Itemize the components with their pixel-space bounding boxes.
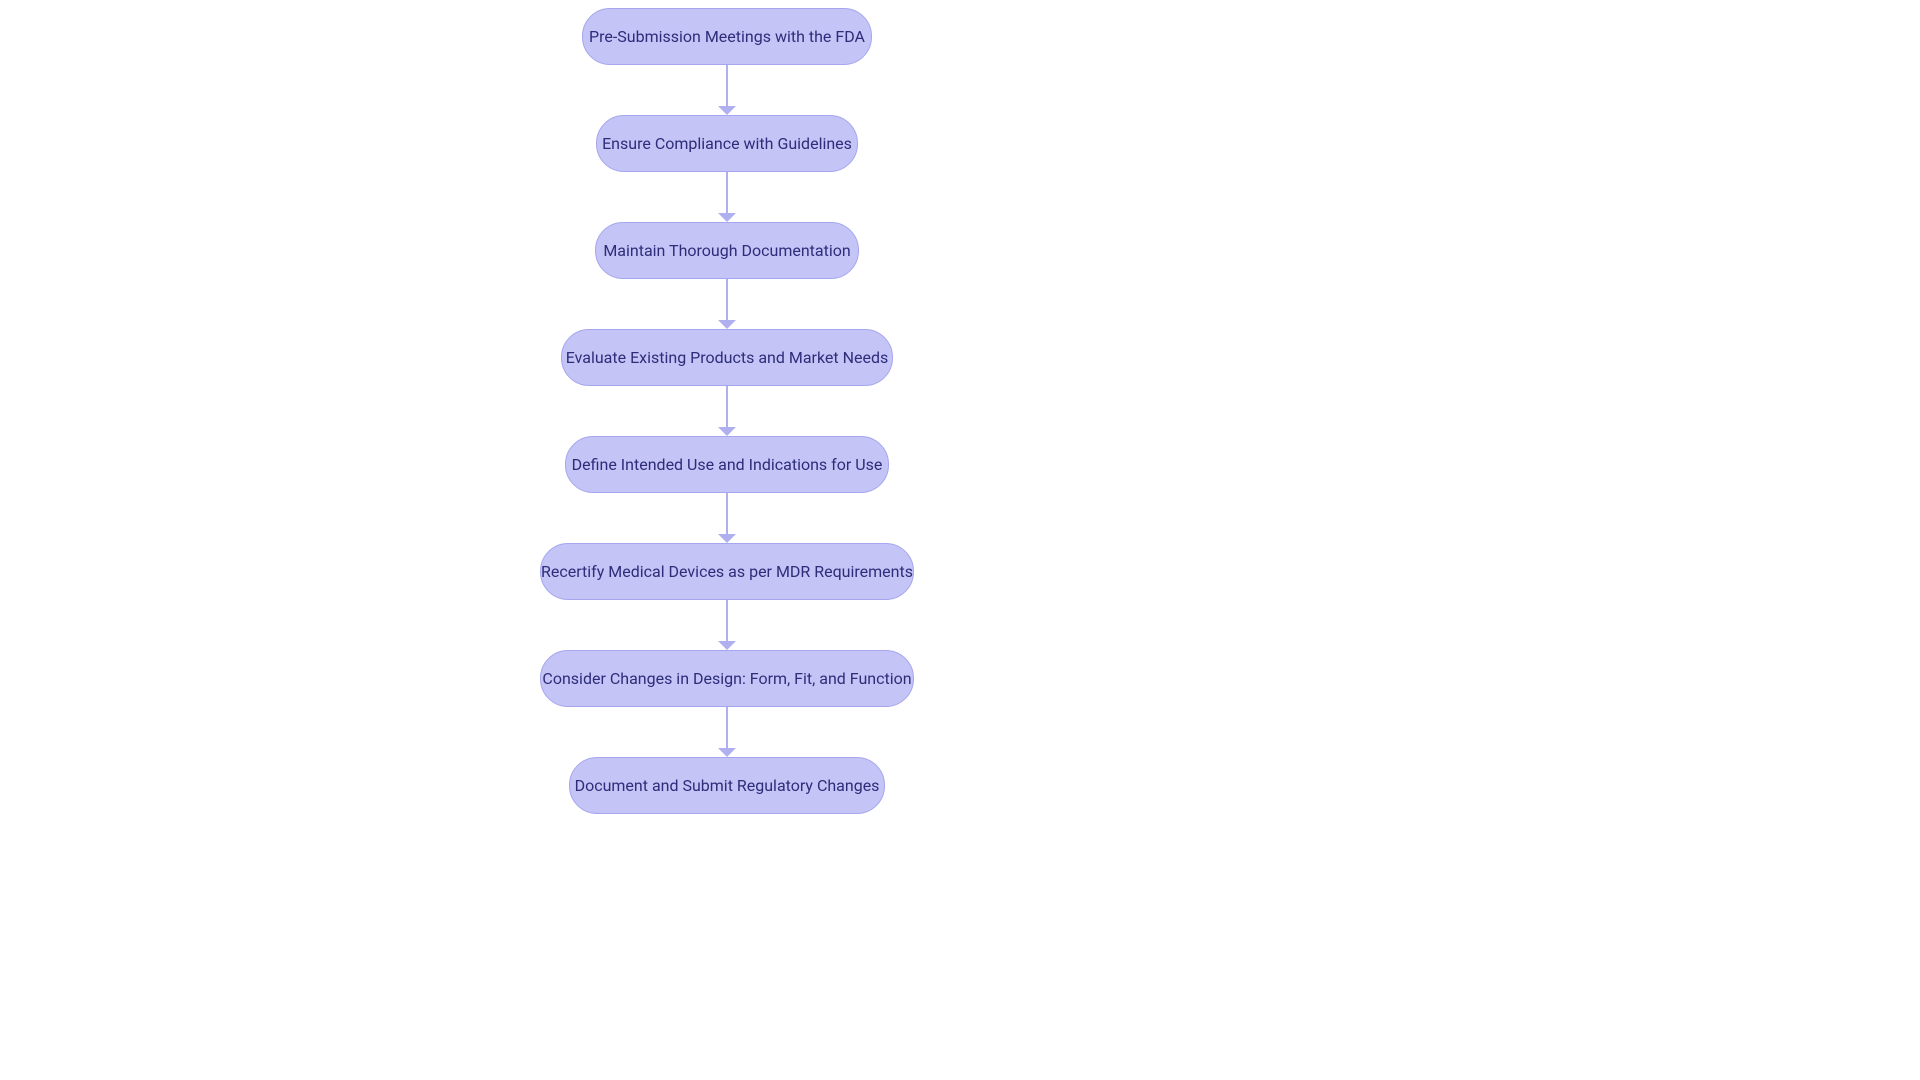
arrow-head-icon bbox=[718, 641, 736, 650]
flowchart-node: Define Intended Use and Indications for … bbox=[565, 436, 889, 493]
flowchart-edge bbox=[726, 279, 728, 322]
arrow-head-icon bbox=[718, 320, 736, 329]
flowchart-node-label: Ensure Compliance with Guidelines bbox=[602, 134, 852, 153]
flowchart-edge bbox=[726, 65, 728, 108]
arrow-head-icon bbox=[718, 427, 736, 436]
flowchart-node: Recertify Medical Devices as per MDR Req… bbox=[540, 543, 914, 600]
arrow-head-icon bbox=[718, 213, 736, 222]
flowchart-canvas: Pre-Submission Meetings with the FDA Ensu… bbox=[0, 0, 1920, 1080]
flowchart-node: Pre-Submission Meetings with the FDA bbox=[582, 8, 872, 65]
flowchart-edge bbox=[726, 600, 728, 643]
flowchart-node-label: Consider Changes in Design: Form, Fit, a… bbox=[542, 669, 911, 688]
flowchart-node-label: Document and Submit Regulatory Changes bbox=[575, 776, 880, 795]
flowchart-node: Ensure Compliance with Guidelines bbox=[596, 115, 858, 172]
flowchart-node: Document and Submit Regulatory Changes bbox=[569, 757, 885, 814]
flowchart-node: Evaluate Existing Products and Market Ne… bbox=[561, 329, 893, 386]
flowchart-edge bbox=[726, 707, 728, 750]
arrow-head-icon bbox=[718, 748, 736, 757]
flowchart-node-label: Define Intended Use and Indications for … bbox=[572, 455, 883, 474]
arrow-head-icon bbox=[718, 106, 736, 115]
flowchart-edge bbox=[726, 172, 728, 215]
flowchart-node-label: Pre-Submission Meetings with the FDA bbox=[589, 27, 865, 46]
flowchart-node-label: Evaluate Existing Products and Market Ne… bbox=[566, 348, 889, 367]
flowchart-node: Consider Changes in Design: Form, Fit, a… bbox=[540, 650, 914, 707]
flowchart-node: Maintain Thorough Documentation bbox=[595, 222, 859, 279]
arrow-head-icon bbox=[718, 534, 736, 543]
flowchart-node-label: Maintain Thorough Documentation bbox=[603, 241, 850, 260]
flowchart-edge bbox=[726, 493, 728, 536]
flowchart-edge bbox=[726, 386, 728, 429]
flowchart-node-label: Recertify Medical Devices as per MDR Req… bbox=[541, 562, 913, 581]
